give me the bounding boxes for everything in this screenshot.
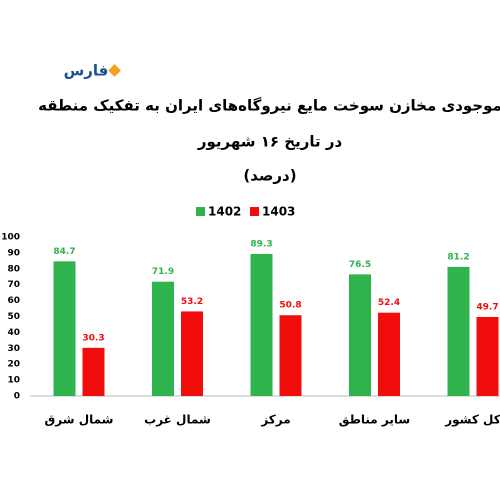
bar	[53, 261, 76, 396]
bar	[181, 311, 203, 396]
y-tick-label: 10	[7, 376, 20, 386]
y-tick-label: 100	[1, 233, 20, 243]
bar	[279, 315, 302, 396]
x-tick-label: سایر مناطق	[339, 413, 410, 427]
chart-subtitle: در تاریخ ۱۶ شهریور	[197, 133, 343, 151]
value-label: 71.9	[152, 267, 174, 277]
bar	[152, 281, 174, 396]
chart-title: موجودی مخازن سوخت مایع نیروگاه‌های ایران…	[38, 97, 500, 115]
bar	[378, 312, 400, 396]
unit-label: (درصد)	[243, 167, 296, 185]
legend-label: 1403	[262, 205, 295, 219]
logo-text: فارس	[64, 62, 109, 80]
y-tick-label: 60	[7, 296, 20, 306]
value-label: 30.3	[82, 333, 104, 343]
x-tick-label: شمال غرب	[144, 413, 211, 427]
logo: فارس	[64, 62, 121, 80]
value-label: 89.3	[250, 240, 272, 250]
x-tick-label: شمال شرق	[45, 413, 114, 427]
bar	[349, 274, 371, 396]
value-label: 76.5	[349, 260, 371, 270]
x-tick-label: مرکز	[260, 413, 290, 427]
bar	[476, 316, 499, 396]
legend-swatch	[250, 207, 259, 216]
bar	[250, 254, 273, 396]
value-label: 50.8	[279, 301, 301, 311]
y-tick-label: 20	[7, 360, 20, 370]
y-tick-label: 90	[7, 248, 20, 258]
value-label: 81.2	[447, 252, 469, 262]
y-tick-label: 30	[7, 344, 20, 354]
x-tick-label: کل کشور	[444, 413, 500, 428]
bar	[82, 347, 105, 396]
value-label: 84.7	[53, 247, 75, 257]
logo-icon	[108, 64, 121, 77]
value-label: 49.7	[476, 302, 498, 312]
value-label: 53.2	[181, 297, 203, 307]
y-tick-label: 80	[7, 264, 20, 274]
y-tick-label: 70	[7, 280, 20, 290]
y-tick-label: 50	[7, 312, 20, 322]
y-tick-label: 40	[7, 328, 20, 338]
legend-swatch	[196, 207, 205, 216]
y-tick-label: 0	[14, 392, 20, 402]
value-label: 52.4	[378, 298, 400, 308]
legend-label: 1402	[208, 205, 241, 219]
bar	[447, 266, 470, 396]
